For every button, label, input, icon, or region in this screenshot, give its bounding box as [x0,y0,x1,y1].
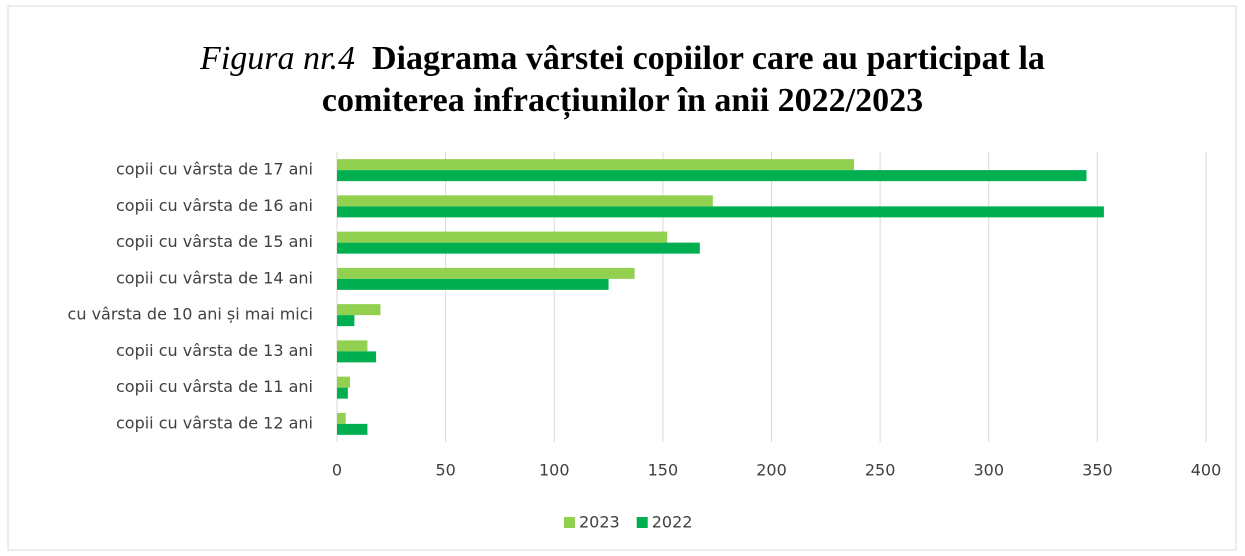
x-tick-label: 350 [1082,461,1113,480]
bar [337,412,346,424]
x-tick-label: 200 [756,461,787,480]
bar [337,195,713,207]
legend-label: 2023 [579,513,620,532]
x-tick-label: 300 [973,461,1004,480]
bar [337,351,377,363]
x-tick-label: 100 [539,461,570,480]
bar [337,340,368,352]
chart-title-block: Figura nr.4 Diagrama vârstei copiilor ca… [150,38,1095,122]
legend-label: 2022 [652,513,693,532]
legend-swatch [636,517,648,528]
x-tick-label: 50 [435,461,455,480]
bar [337,267,635,279]
y-tick-label: copii cu vârsta de 11 ani [116,377,313,396]
y-tick-label: copii cu vârsta de 13 ani [116,341,313,360]
bar [337,242,700,254]
bar [337,159,855,171]
bar [337,387,348,399]
chart-title-label: Figura nr.4 [200,40,355,77]
y-tick-label: copii cu vârsta de 14 ani [116,268,313,287]
chart-title: Diagrama vârstei copiilor care au partic… [321,40,1045,119]
bar [337,304,381,316]
x-tick-label: 250 [865,461,896,480]
bar [337,376,351,388]
bar [337,423,368,435]
bar [337,206,1104,218]
bar [337,170,1087,182]
bar [337,231,668,243]
y-tick-label: copii cu vârsta de 16 ani [116,196,313,215]
y-tick-label: copii cu vârsta de 12 ani [116,413,313,432]
x-tick-label: 0 [332,461,342,480]
y-tick-label: copii cu vârsta de 17 ani [116,160,313,179]
legend-swatch [564,517,575,528]
y-tick-label: copii cu vârsta de 15 ani [116,232,313,251]
x-tick-label: 400 [1191,461,1222,480]
y-tick-label: cu vârsta de 10 ani și mai mici [68,305,313,324]
bar [337,278,609,290]
bar [337,315,355,327]
x-tick-label: 150 [648,461,679,480]
